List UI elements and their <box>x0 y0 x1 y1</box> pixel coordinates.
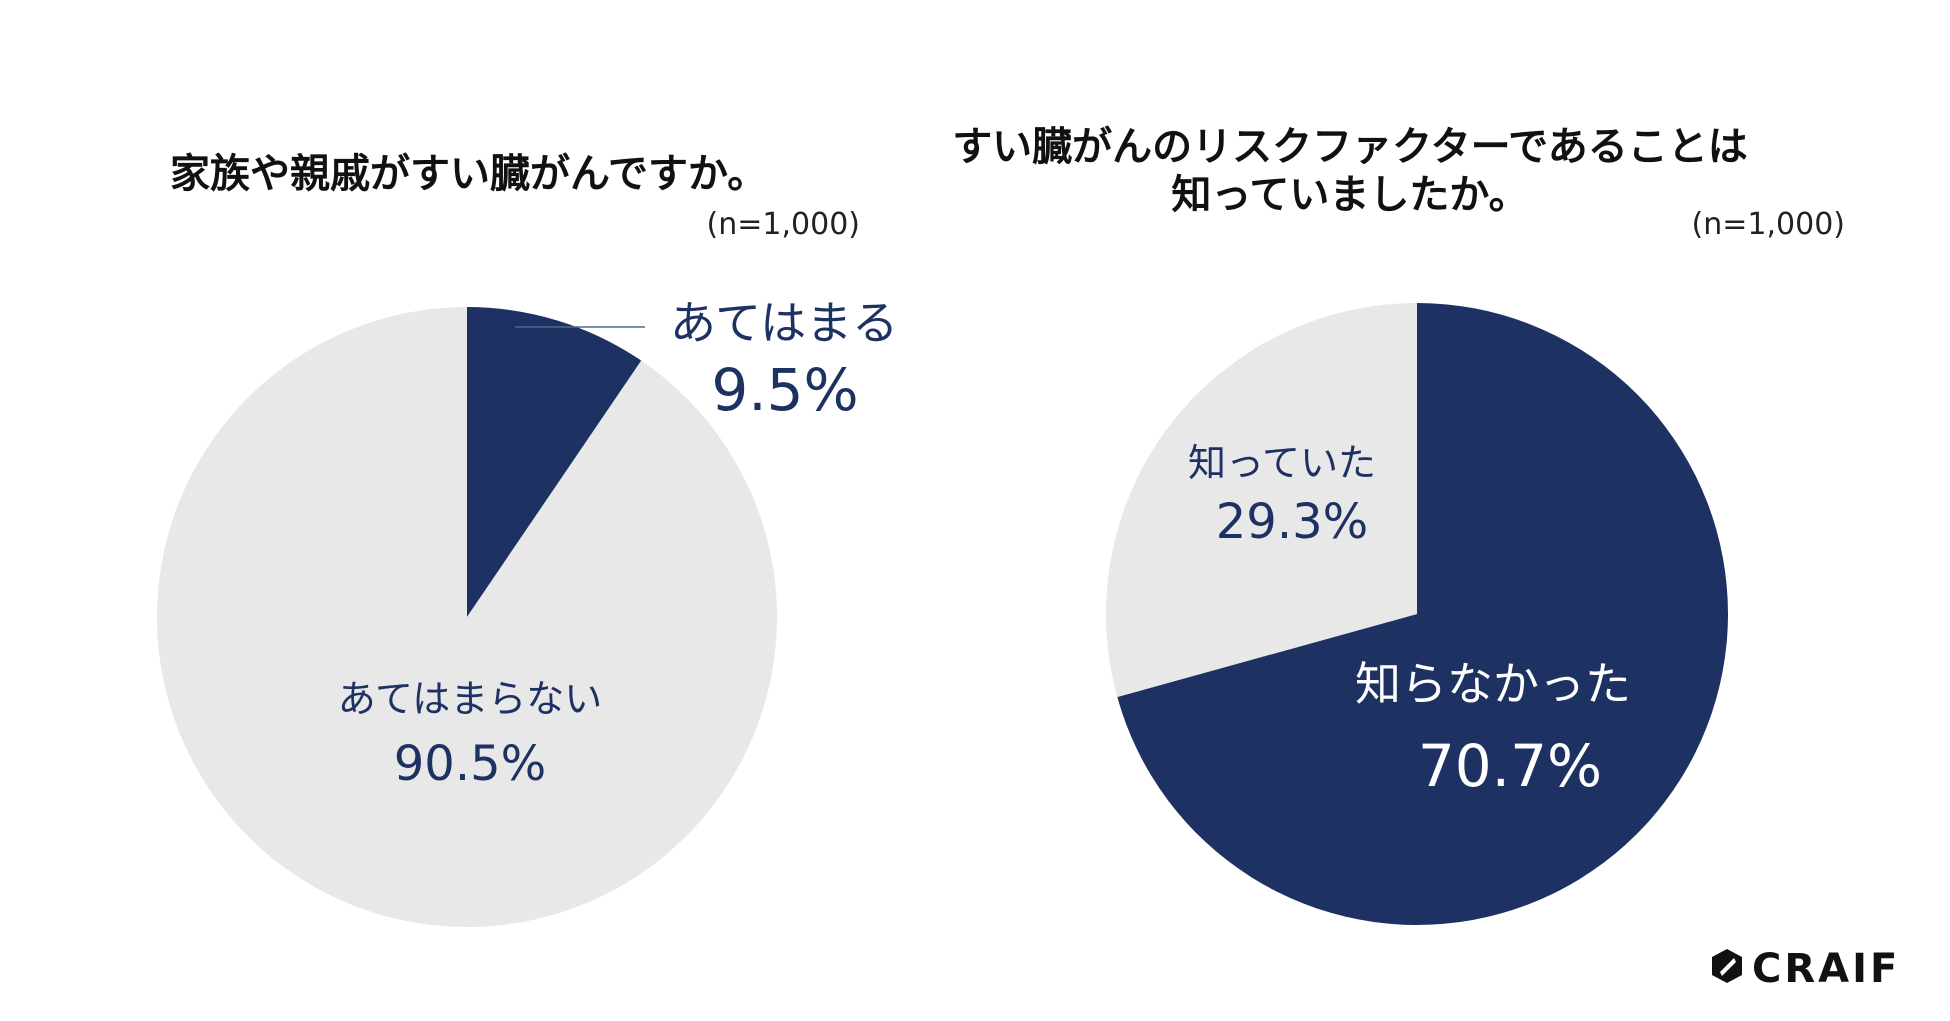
chart-1-slice-2 <box>156 307 777 927</box>
chart-1-sample-size: (n=1,000) <box>707 207 860 242</box>
chart-2-title-line-1: すい臓がんのリスクファクターであることは <box>952 124 1748 170</box>
chart-1-labels: あてはまる 9.5% あてはまらない 90.5% <box>338 296 898 792</box>
chart-2: すい臓がんのリスクファクターであることは 知っていましたか。 (n=1,000)… <box>952 124 1845 925</box>
chart-2-slice-1 <box>1117 303 1728 925</box>
chart-2-slice-2-value-label: 29.3% <box>1216 494 1368 550</box>
chart-2-slice-2 <box>1106 303 1417 698</box>
craif-logo: CRAIF <box>1712 946 1900 992</box>
chart-2-labels: 知らなかった 70.7% 知っていた 29.3% <box>1188 441 1631 800</box>
craif-logo-icon-slash <box>1720 958 1736 976</box>
chart-2-slice-1-value-label: 70.7% <box>1418 732 1602 800</box>
craif-logo-text: CRAIF <box>1752 946 1900 992</box>
chart-1-title: 家族や親戚がすい臓がんですか。 <box>170 151 767 197</box>
chart-2-sample-size: (n=1,000) <box>1692 207 1845 242</box>
chart-2-slice-1-label: 知らなかった <box>1355 657 1631 711</box>
chart-1-pie <box>156 307 777 927</box>
chart-1-slice-1 <box>467 307 642 617</box>
chart-1-slice-2-value-label: 90.5% <box>394 736 546 792</box>
chart-2-title-line-2: 知っていましたか。 <box>1171 172 1528 218</box>
chart-1-slice-2-label: あてはまらない <box>338 677 602 721</box>
chart-1-slice-1-label: あてはまる <box>670 296 898 350</box>
chart-2-slice-2-label: 知っていた <box>1188 441 1376 485</box>
chart-1: 家族や親戚がすい臓がんですか。 (n=1,000) あてはまる 9.5% あてはまら… <box>156 151 898 927</box>
chart-2-pie <box>1106 303 1728 925</box>
chart-1-slice-1-value-label: 9.5% <box>711 356 858 424</box>
